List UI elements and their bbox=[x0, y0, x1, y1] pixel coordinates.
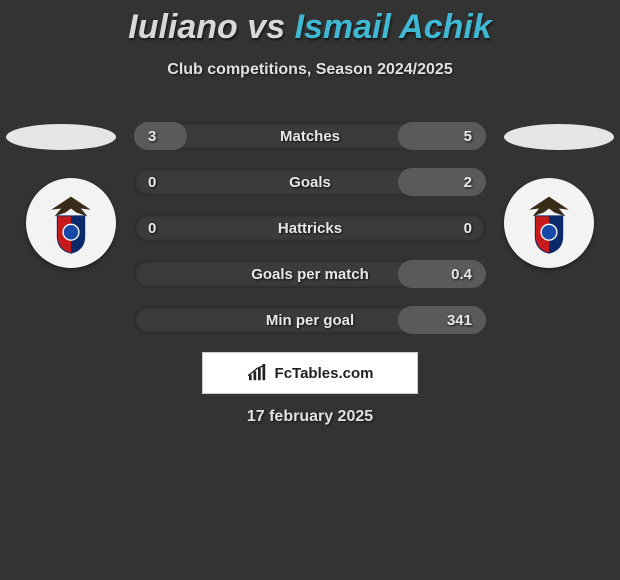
stat-label: Goals bbox=[110, 164, 510, 200]
player2-portrait-placeholder bbox=[504, 124, 614, 150]
stats-area: 3 Matches 5 0 Goals 2 0 Hattricks 0 Goal… bbox=[110, 118, 510, 348]
brand-box: FcTables.com bbox=[202, 352, 418, 394]
player1-name: Iuliano bbox=[128, 8, 238, 46]
comparison-title: Iuliano vs Ismail Achik bbox=[0, 0, 620, 47]
player1-club-crest bbox=[26, 178, 116, 268]
stat-value-right: 0 bbox=[464, 210, 472, 246]
stat-row: Goals per match 0.4 bbox=[110, 256, 510, 292]
stat-row: 0 Hattricks 0 bbox=[110, 210, 510, 246]
crest-icon bbox=[516, 190, 582, 256]
player2-name: Ismail Achik bbox=[295, 8, 492, 46]
vs-label: vs bbox=[247, 8, 285, 46]
stat-value-right: 5 bbox=[464, 118, 472, 154]
stat-label: Goals per match bbox=[110, 256, 510, 292]
brand-text: FcTables.com bbox=[275, 365, 374, 382]
player2-club-crest bbox=[504, 178, 594, 268]
stat-value-right: 0.4 bbox=[451, 256, 472, 292]
stat-label: Hattricks bbox=[110, 210, 510, 246]
player1-portrait-placeholder bbox=[6, 124, 116, 150]
stat-row: Min per goal 341 bbox=[110, 302, 510, 338]
stat-value-right: 341 bbox=[447, 302, 472, 338]
stat-label: Matches bbox=[110, 118, 510, 154]
date-line: 17 february 2025 bbox=[0, 408, 620, 426]
stat-row: 3 Matches 5 bbox=[110, 118, 510, 154]
bar-chart-icon bbox=[247, 364, 269, 382]
subtitle: Club competitions, Season 2024/2025 bbox=[0, 61, 620, 79]
crest-icon bbox=[38, 190, 104, 256]
stat-value-right: 2 bbox=[464, 164, 472, 200]
stat-row: 0 Goals 2 bbox=[110, 164, 510, 200]
